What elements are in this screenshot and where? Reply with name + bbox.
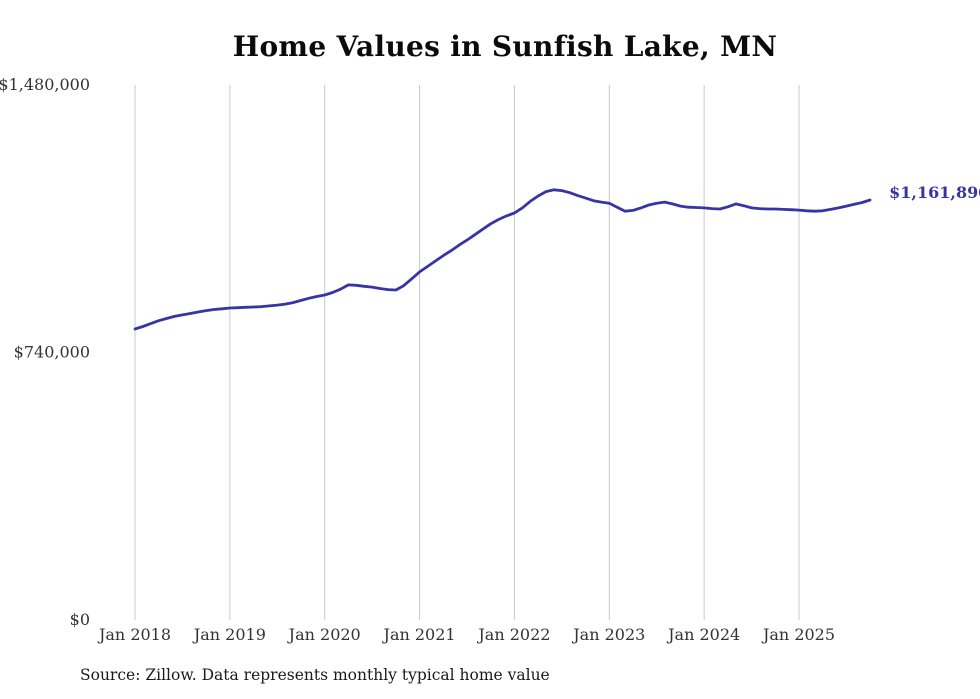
value-line-group	[133, 188, 872, 331]
x-tick-label: Jan 2020	[287, 625, 361, 644]
y-tick-label: $1,480,000	[0, 75, 90, 94]
x-tick-label: Jan 2021	[382, 625, 456, 644]
x-tick-label: Jan 2019	[192, 625, 266, 644]
x-axis-labels: Jan 2018 Jan 2019 Jan 2020 Jan 2021 Jan 2022…	[97, 625, 835, 644]
y-tick-label: $0	[70, 610, 90, 629]
x-tick-label: Jan 2018	[97, 625, 171, 644]
source-note: Source: Zillow. Data represents monthly …	[80, 666, 550, 684]
x-tick-label: Jan 2023	[571, 625, 645, 644]
chart-title: Home Values in Sunfish Lake, MN	[232, 30, 778, 63]
x-tick-label: Jan 2022	[476, 625, 550, 644]
x-tick-label: Jan 2024	[666, 625, 740, 644]
gridlines	[134, 85, 800, 620]
y-axis-labels: $1,480,000 $740,000 $0	[0, 75, 90, 629]
y-tick-label: $740,000	[14, 343, 90, 362]
end-value-label: $1,161,890	[889, 183, 980, 202]
x-tick-label: Jan 2025	[761, 625, 835, 644]
value-line	[133, 188, 872, 331]
